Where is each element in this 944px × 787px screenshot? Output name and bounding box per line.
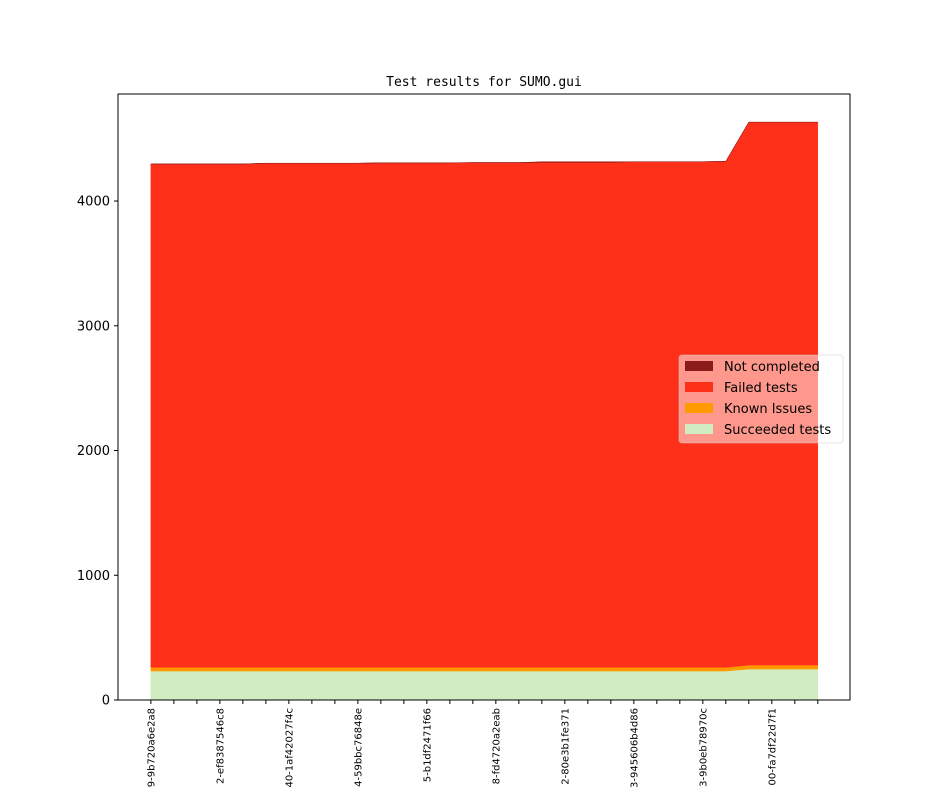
y-tick-label: 4000 <box>77 195 110 210</box>
x-tick-label: 8-fd4720a2eab <box>491 708 502 784</box>
area <box>150 121 818 165</box>
y-tick-label: 0 <box>102 694 110 709</box>
x-tick-label: 2-80e3b1fe371 <box>560 708 571 785</box>
legend-box <box>678 354 844 444</box>
legend-swatch <box>685 424 713 434</box>
x-tick-label: 3-9b0eb78970c <box>698 708 709 787</box>
x-tick-label: 3-945606b4d86 <box>629 708 640 787</box>
legend: Not completed Failed tests Known Issues Suc… <box>678 354 844 444</box>
area <box>150 668 819 701</box>
x-tick-label: 00-fa7df22d7f1 <box>767 708 778 786</box>
x-tick-label: 4-59bbc76848e <box>353 708 364 787</box>
x-tick-label: 5-b1df2471f66 <box>422 708 433 782</box>
legend-swatch <box>685 361 713 371</box>
y-tick-label: 2000 <box>77 444 110 459</box>
legend-label: Known Issues <box>724 402 812 417</box>
plot-frame <box>117 93 851 701</box>
legend-label: Succeeded tests <box>724 423 831 438</box>
x-tick-label: 40-1af42027f4c <box>284 708 295 787</box>
y-tick-label: 3000 <box>77 319 110 334</box>
chart-title: Test results for SUMO.gui <box>386 75 582 90</box>
y-tick-label: 1000 <box>77 569 110 584</box>
legend-swatch <box>685 382 713 392</box>
x-tick-label: 2-ef8387546c8 <box>215 708 226 784</box>
legend-swatch <box>685 403 713 413</box>
x-tick-label: 9-9b720a6e2a8 <box>146 708 157 787</box>
legend-label: Failed tests <box>724 381 798 396</box>
legend-label: Not completed <box>724 360 820 375</box>
